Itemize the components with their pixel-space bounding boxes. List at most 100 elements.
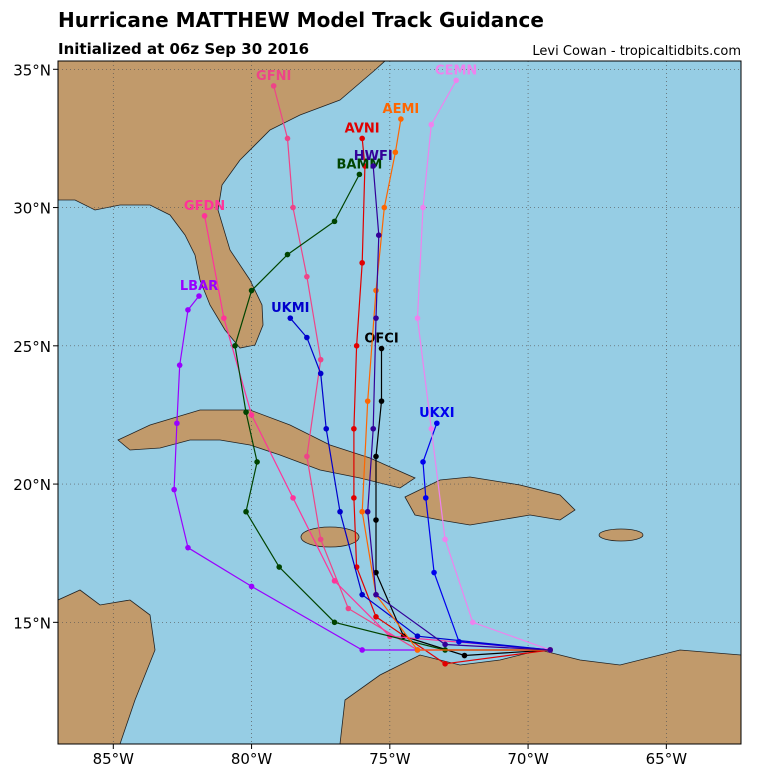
track-point [276,564,283,570]
track-point [248,287,255,294]
track-point [176,362,183,368]
x-tick-label: 65°W [646,750,688,768]
track-point [359,591,365,598]
track-point [232,343,238,349]
track-point [381,204,388,211]
track-point [373,517,379,523]
track-line [416,80,551,651]
track-point [442,661,448,667]
model-label: HWFI [354,149,393,164]
track-point [351,495,357,501]
track-point [290,204,296,211]
track-point [547,647,554,653]
track-line [422,422,551,651]
track-point [359,647,365,653]
model-label: AVNI [345,121,380,136]
track-point [431,569,437,576]
cuba [117,409,416,489]
north-america [58,61,386,349]
track-point [453,77,459,84]
model-label: UKMI [271,301,309,316]
track-point [373,287,379,294]
track-point [375,232,382,239]
track-point [442,536,448,543]
track-point [414,647,421,653]
track-point [392,149,399,156]
land [58,61,741,744]
track-point [378,398,385,404]
track-point [398,116,404,122]
puerto-rico [598,528,644,542]
track-point [171,486,177,493]
track-point [373,569,379,576]
track-point [378,345,385,352]
track-point [196,293,202,299]
track-point [331,619,338,626]
track-point [290,495,296,501]
model-label: BAMM [336,157,382,172]
track-point [221,315,227,321]
track-point [362,163,368,169]
track-line [234,174,551,651]
model-label: OFCI [364,332,398,347]
title: Hurricane MATTHEW Model Track Guidance [58,8,544,32]
y-tick-label: 15°N [13,614,51,632]
tracks: OFCI AVNI GFNI GFDN LBAR UKXI UKMI BAMM CEMN AEMI… [171,63,554,667]
track-point [359,135,365,142]
hispaniola [404,476,576,526]
track-point [373,591,379,598]
track-point [331,578,338,584]
track-line [375,348,551,657]
track-point [428,425,435,432]
central-america [58,589,156,744]
track-point [356,171,363,178]
model-label: UKXI [419,406,455,421]
track-point [254,459,260,465]
track-point [353,343,360,349]
track-point [364,398,371,404]
track-point [420,204,426,211]
track-point [469,619,476,626]
track-point [331,218,338,225]
track-point [373,453,379,460]
track-point [317,356,324,363]
y-tick-label: 20°N [13,476,51,494]
x-tick-label: 80°W [231,750,273,768]
model-label: CEMN [435,63,477,78]
track-point [359,260,365,266]
track-point [442,641,448,648]
track-point [323,425,330,432]
track-point [373,315,379,321]
track-point [317,536,324,543]
model-label: AEMI [383,102,420,117]
track-line [289,317,551,651]
track-point [185,544,191,551]
track-point [370,163,377,169]
track-point [345,605,352,612]
track-point [304,273,310,280]
x-tick-label: 85°W [93,750,135,768]
model-label: LBAR [180,279,218,294]
track-point [174,420,180,427]
track-line [367,166,551,651]
track-point [414,315,421,321]
y-tick-label: 30°N [13,200,51,218]
track-point [185,307,191,313]
track-point [337,508,343,515]
model-label: GFNI [256,69,291,84]
track-point [304,334,310,341]
track-point [201,213,208,219]
subtitle: Initialized at 06z Sep 30 2016 [58,40,309,58]
track-point [243,409,249,415]
y-tick-label: 25°N [13,338,51,356]
track-point [248,583,255,590]
model-label: GFDN [184,199,225,214]
track-point [243,508,249,515]
y-tick-label: 35°N [13,61,51,79]
credit: Levi Cowan - tropicaltidbits.com [532,44,741,59]
track-point [420,459,426,465]
frame [57,60,742,745]
track-point [248,412,255,418]
track-point [284,135,291,142]
